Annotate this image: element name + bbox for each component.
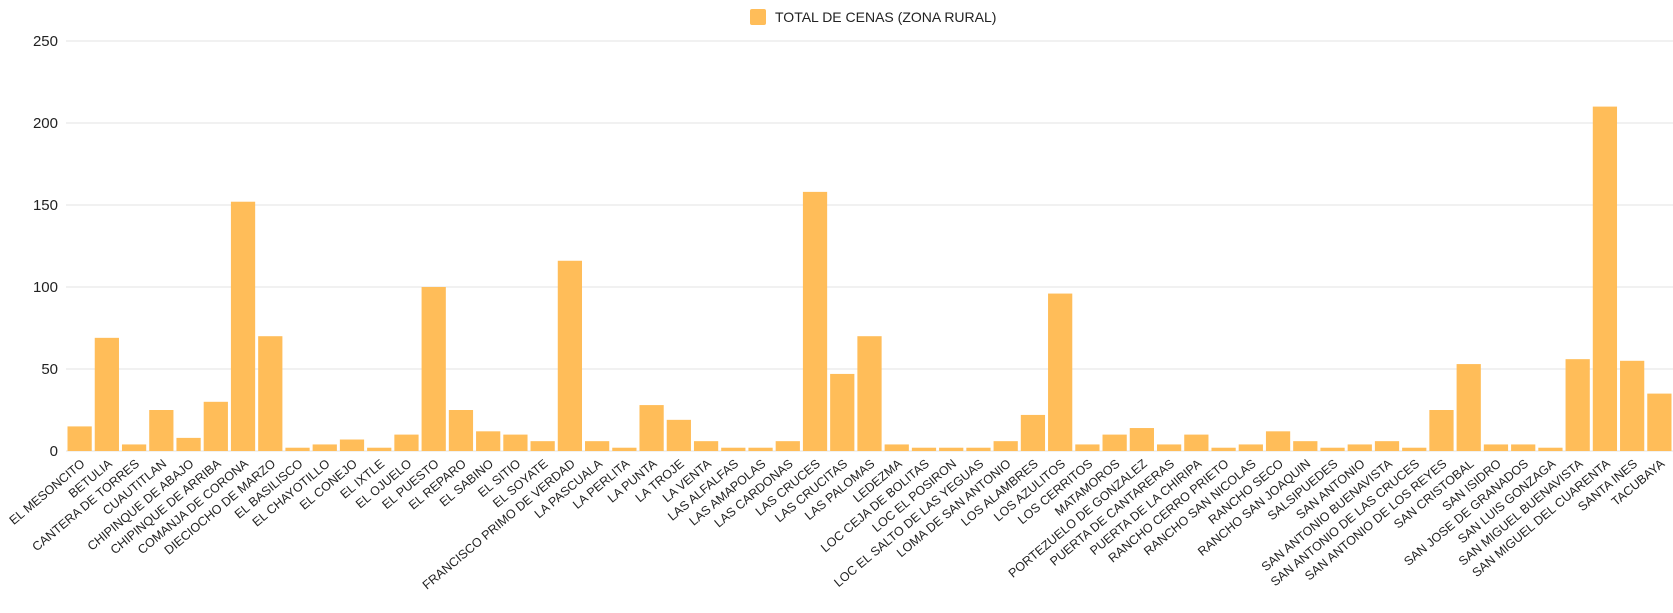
bar[interactable] xyxy=(802,191,828,451)
bar[interactable] xyxy=(1293,441,1318,451)
bar[interactable] xyxy=(884,444,909,451)
bar[interactable] xyxy=(476,431,501,451)
bar[interactable] xyxy=(966,447,991,451)
bar[interactable] xyxy=(748,447,773,451)
y-tick-label: 100 xyxy=(33,279,58,296)
bar[interactable] xyxy=(1456,364,1481,451)
bar[interactable] xyxy=(1129,428,1154,451)
bar[interactable] xyxy=(503,434,528,451)
bar[interactable] xyxy=(1647,393,1672,451)
bar[interactable] xyxy=(1374,441,1400,451)
bar[interactable] xyxy=(1483,444,1509,451)
bar[interactable] xyxy=(394,434,419,451)
legend[interactable]: TOTAL DE CENAS (ZONA RURAL) xyxy=(750,9,996,25)
bar[interactable] xyxy=(285,447,310,451)
y-axis: 0 50 100 150 200 250 xyxy=(33,33,58,460)
bar[interactable] xyxy=(557,260,583,451)
y-tick-label: 150 xyxy=(33,197,58,214)
bar[interactable] xyxy=(775,441,800,451)
bar[interactable] xyxy=(721,447,746,451)
bar[interactable] xyxy=(94,337,119,451)
y-tick-label: 200 xyxy=(33,115,58,132)
bar[interactable] xyxy=(230,201,256,451)
bar[interactable] xyxy=(1592,106,1618,451)
bar[interactable] xyxy=(530,441,555,451)
bar[interactable] xyxy=(176,437,201,451)
bar[interactable] xyxy=(367,447,392,451)
bar[interactable] xyxy=(1211,447,1236,451)
bar[interactable] xyxy=(1620,360,1645,451)
y-tick-label: 50 xyxy=(41,361,58,378)
bar[interactable] xyxy=(258,336,283,451)
bar[interactable] xyxy=(1075,444,1100,451)
bar[interactable] xyxy=(993,441,1018,451)
bar[interactable] xyxy=(693,441,719,451)
legend-swatch xyxy=(750,9,766,25)
bar[interactable] xyxy=(830,373,855,451)
bar[interactable] xyxy=(1320,447,1345,451)
bar[interactable] xyxy=(1020,414,1046,451)
bar[interactable] xyxy=(339,439,365,451)
bar[interactable] xyxy=(1402,447,1427,451)
bar[interactable] xyxy=(639,405,664,451)
bar[interactable] xyxy=(1265,431,1291,451)
bar[interactable] xyxy=(857,336,882,451)
bar[interactable] xyxy=(939,447,964,451)
bar[interactable] xyxy=(1156,444,1182,451)
bar[interactable] xyxy=(1238,444,1263,451)
legend-label: TOTAL DE CENAS (ZONA RURAL) xyxy=(775,9,996,25)
bar[interactable] xyxy=(1184,434,1209,451)
bar[interactable] xyxy=(203,401,228,451)
y-tick-label: 0 xyxy=(50,443,58,460)
bar[interactable] xyxy=(1347,444,1372,451)
bar[interactable] xyxy=(448,410,474,451)
bar[interactable] xyxy=(911,447,937,451)
bar[interactable] xyxy=(1429,410,1454,451)
bar[interactable] xyxy=(149,410,174,451)
bar[interactable] xyxy=(666,419,691,451)
bar[interactable] xyxy=(1511,444,1536,451)
bar[interactable] xyxy=(67,426,92,451)
bar[interactable] xyxy=(121,444,147,451)
bar[interactable] xyxy=(1565,359,1590,451)
bar[interactable] xyxy=(1538,447,1563,451)
y-tick-label: 250 xyxy=(33,33,58,50)
bar[interactable] xyxy=(1102,434,1127,451)
bar[interactable] xyxy=(585,441,610,451)
bar[interactable] xyxy=(312,444,337,451)
bar-series xyxy=(67,106,1672,451)
bar[interactable] xyxy=(421,287,446,451)
bar[interactable] xyxy=(612,447,637,451)
bar[interactable] xyxy=(1048,293,1073,451)
